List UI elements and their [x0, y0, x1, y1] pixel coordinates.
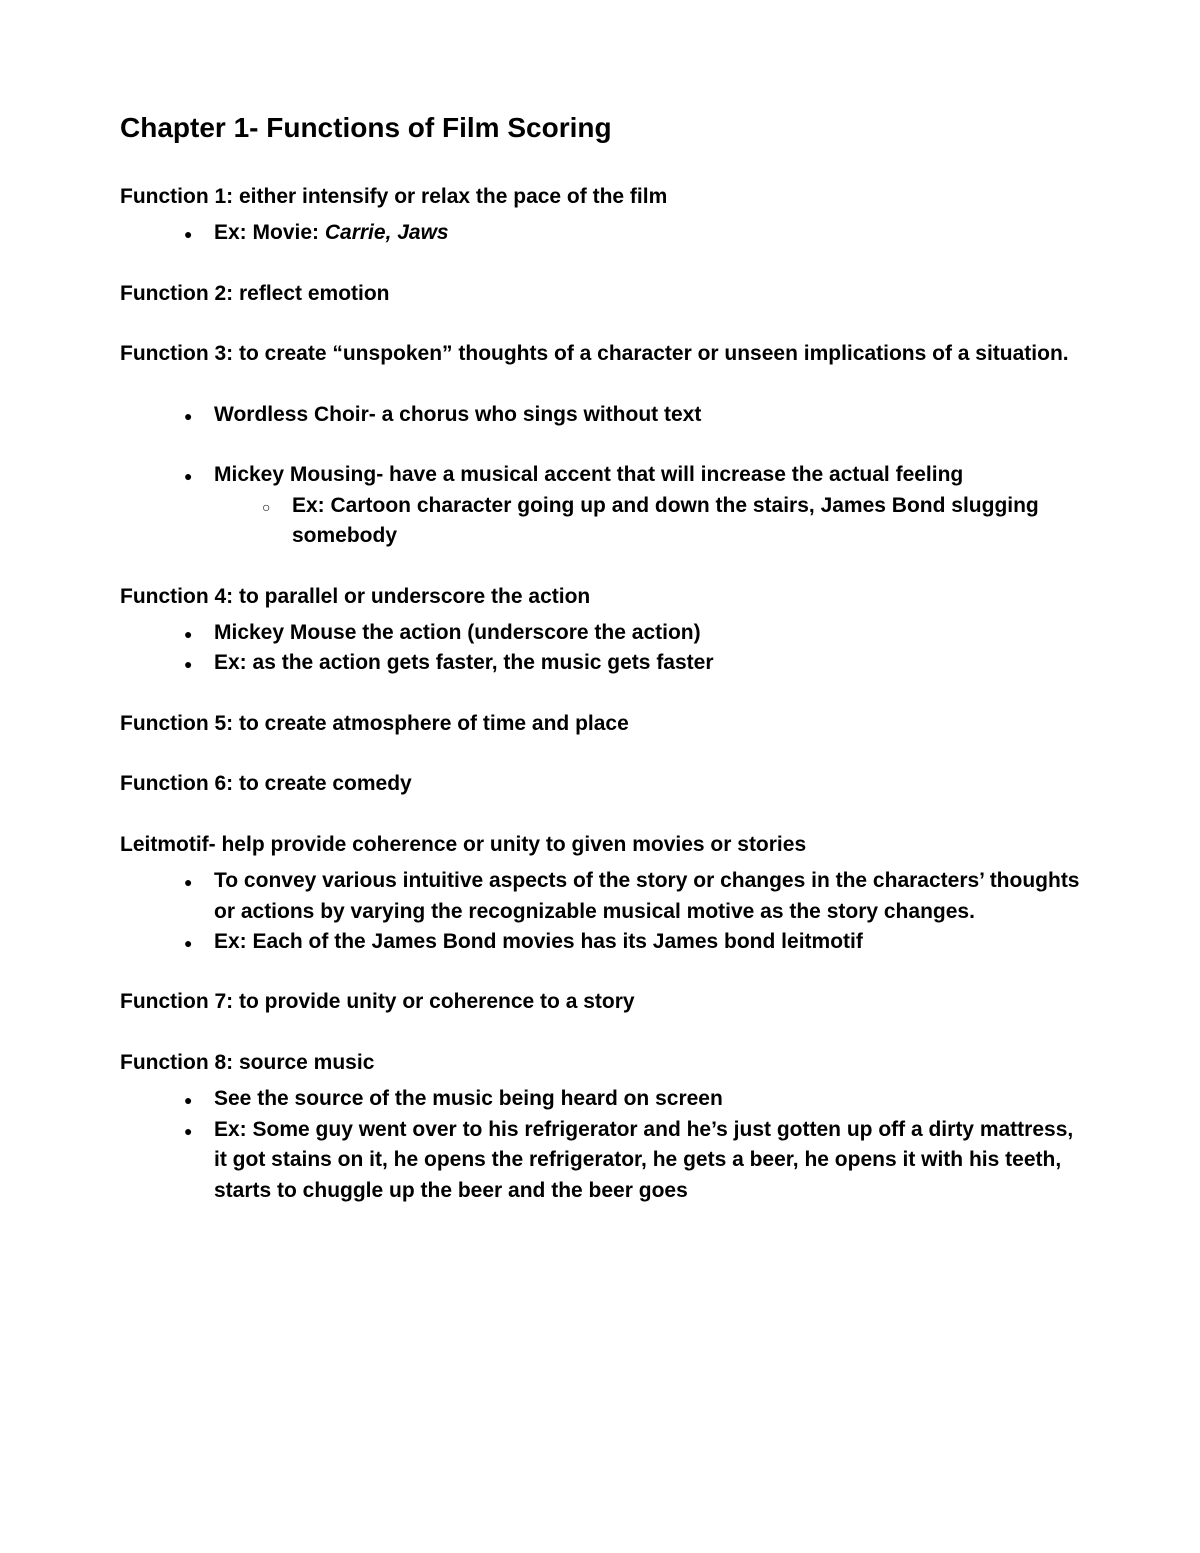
- function-4-list: Mickey Mouse the action (underscore the …: [120, 618, 1080, 679]
- leitmotif-heading: Leitmotif- help provide coherence or uni…: [120, 830, 1080, 860]
- function-1-list: Ex: Movie: Carrie, Jaws: [120, 218, 1080, 248]
- example-movies: Carrie, Jaws: [325, 221, 449, 244]
- chapter-title: Chapter 1- Functions of Film Scoring: [120, 112, 1080, 144]
- mickey-mousing-item: Mickey Mousing- have a musical accent th…: [184, 460, 1080, 551]
- leitmotif-list: To convey various intuitive aspects of t…: [120, 866, 1080, 957]
- function-7-heading: Function 7: to provide unity or coherenc…: [120, 987, 1080, 1017]
- mickey-mousing-text: Mickey Mousing- have a musical accent th…: [214, 463, 963, 486]
- example-prefix: Ex: Movie:: [214, 221, 325, 244]
- function-5-heading: Function 5: to create atmosphere of time…: [120, 709, 1080, 739]
- mickey-mousing-sublist: Ex: Cartoon character going up and down …: [214, 491, 1080, 552]
- leitmotif-bullet-1: To convey various intuitive aspects of t…: [184, 866, 1080, 927]
- function-8-list: See the source of the music being heard …: [120, 1084, 1080, 1206]
- function-4-bullet-1: Mickey Mouse the action (underscore the …: [184, 618, 1080, 648]
- leitmotif-bullet-2: Ex: Each of the James Bond movies has it…: [184, 927, 1080, 957]
- function-3-list: Wordless Choir- a chorus who sings witho…: [120, 400, 1080, 552]
- function-8-bullet-2: Ex: Some guy went over to his refrigerat…: [184, 1115, 1080, 1206]
- function-8-heading: Function 8: source music: [120, 1048, 1080, 1078]
- function-2-heading: Function 2: reflect emotion: [120, 279, 1080, 309]
- function-8-bullet-1: See the source of the music being heard …: [184, 1084, 1080, 1114]
- function-3-heading: Function 3: to create “unspoken” thought…: [120, 339, 1080, 369]
- wordless-choir-item: Wordless Choir- a chorus who sings witho…: [184, 400, 1080, 430]
- function-6-heading: Function 6: to create comedy: [120, 769, 1080, 799]
- function-4-bullet-2: Ex: as the action gets faster, the music…: [184, 648, 1080, 678]
- function-4-heading: Function 4: to parallel or underscore th…: [120, 582, 1080, 612]
- function-1-example: Ex: Movie: Carrie, Jaws: [184, 218, 1080, 248]
- function-1-heading: Function 1: either intensify or relax th…: [120, 182, 1080, 212]
- mickey-mousing-example: Ex: Cartoon character going up and down …: [262, 491, 1080, 552]
